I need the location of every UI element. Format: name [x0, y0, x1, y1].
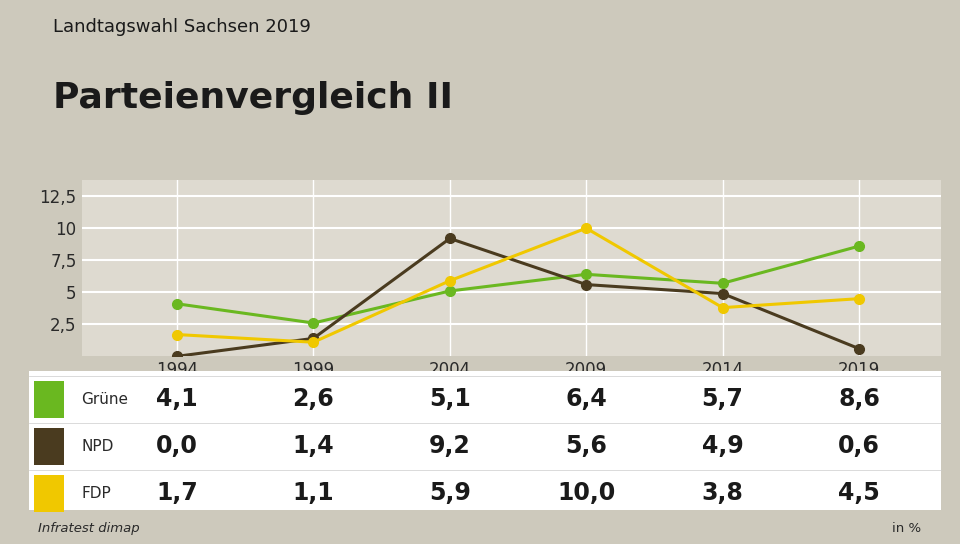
Text: 5,6: 5,6	[565, 435, 607, 459]
Text: Infratest dimap: Infratest dimap	[38, 522, 140, 535]
Text: 0,6: 0,6	[838, 435, 880, 459]
Text: 5,1: 5,1	[429, 387, 470, 411]
Text: 1,4: 1,4	[293, 435, 334, 459]
Text: Parteienvergleich II: Parteienvergleich II	[53, 81, 453, 115]
Text: Landtagswahl Sachsen 2019: Landtagswahl Sachsen 2019	[53, 18, 311, 36]
Text: 1,7: 1,7	[156, 481, 198, 505]
Text: 0,0: 0,0	[156, 435, 198, 459]
Text: 4,1: 4,1	[156, 387, 198, 411]
FancyBboxPatch shape	[29, 372, 941, 510]
Text: 4,9: 4,9	[702, 435, 743, 459]
Text: FDP: FDP	[82, 486, 111, 501]
Text: 5,9: 5,9	[429, 481, 470, 505]
Text: 5,7: 5,7	[702, 387, 744, 411]
Text: 1,1: 1,1	[293, 481, 334, 505]
Text: NPD: NPD	[82, 439, 114, 454]
Text: 8,6: 8,6	[838, 387, 880, 411]
Text: Grüne: Grüne	[82, 392, 129, 407]
Text: 9,2: 9,2	[429, 435, 470, 459]
Text: 2,6: 2,6	[293, 387, 334, 411]
FancyBboxPatch shape	[34, 474, 64, 512]
Text: 10,0: 10,0	[557, 481, 615, 505]
Text: in %: in %	[893, 522, 922, 535]
FancyBboxPatch shape	[34, 428, 64, 465]
Text: 4,5: 4,5	[838, 481, 880, 505]
Text: 3,8: 3,8	[702, 481, 744, 505]
FancyBboxPatch shape	[34, 381, 64, 418]
Text: 6,4: 6,4	[565, 387, 607, 411]
